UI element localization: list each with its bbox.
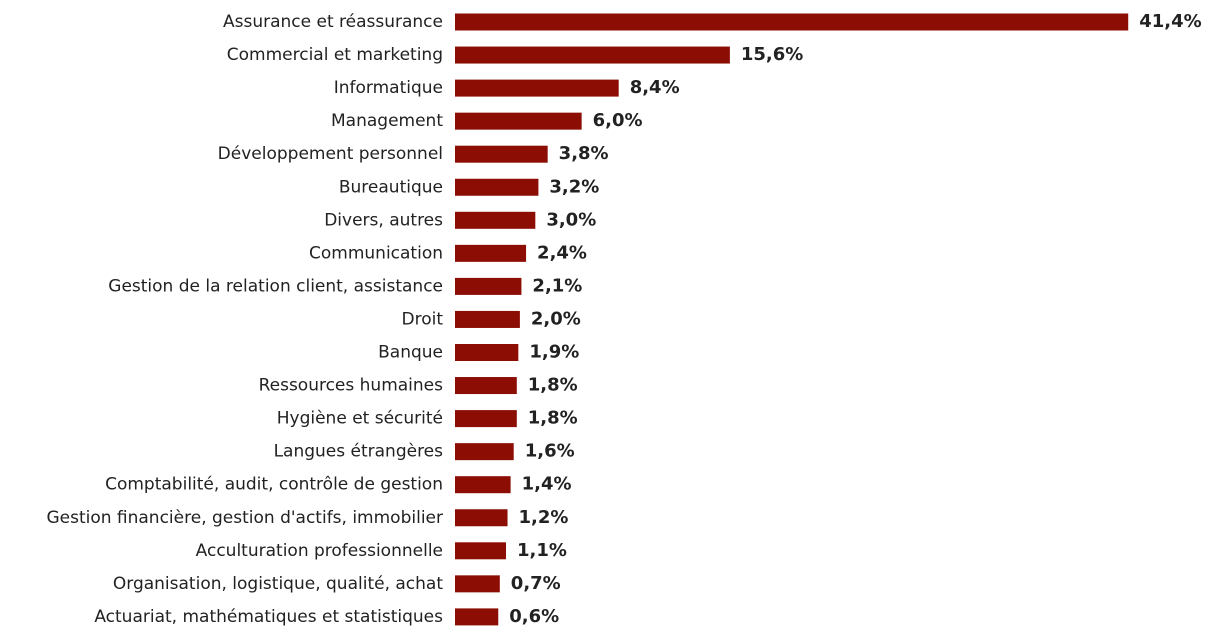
category-label: Langues étrangères	[274, 442, 444, 462]
bar	[455, 575, 500, 593]
value-label: 2,1%	[532, 275, 582, 296]
bar	[455, 377, 517, 395]
bar	[455, 608, 499, 626]
category-label: Management	[331, 111, 443, 131]
value-label: 1,1%	[517, 540, 567, 561]
bar	[455, 46, 730, 64]
category-label: Organisation, logistique, qualité, achat	[113, 574, 443, 594]
bar	[455, 112, 582, 130]
category-label: Acculturation professionnelle	[196, 541, 443, 561]
value-label: 41,4%	[1139, 11, 1201, 32]
bar	[455, 509, 508, 527]
value-label: 1,8%	[528, 408, 578, 429]
bar	[455, 443, 514, 461]
value-label: 0,7%	[511, 573, 561, 594]
value-label: 2,4%	[537, 242, 587, 263]
category-label: Informatique	[334, 78, 443, 98]
category-label: Divers, autres	[324, 210, 443, 230]
category-label: Développement personnel	[218, 144, 443, 164]
bar	[455, 277, 522, 295]
category-label: Gestion de la relation client, assistanc…	[108, 276, 443, 296]
value-label: 3,0%	[546, 209, 596, 230]
value-label: 1,4%	[522, 474, 572, 495]
category-label: Comptabilité, audit, contrôle de gestion	[105, 475, 443, 495]
bar	[455, 410, 517, 428]
value-label: 1,9%	[529, 342, 579, 363]
value-label: 1,8%	[528, 375, 578, 396]
bar	[455, 211, 536, 229]
category-label: Assurance et réassurance	[223, 12, 443, 32]
value-label: 8,4%	[630, 77, 680, 98]
category-label: Banque	[378, 343, 443, 363]
category-label: Ressources humaines	[259, 376, 444, 396]
bar	[455, 542, 506, 560]
category-label: Gestion financière, gestion d'actifs, im…	[46, 508, 443, 528]
value-label: 6,0%	[593, 110, 643, 131]
value-label: 3,2%	[549, 176, 599, 197]
value-label: 15,6%	[741, 44, 803, 65]
bar	[455, 344, 519, 361]
bar	[455, 310, 520, 328]
category-label: Droit	[402, 309, 444, 329]
bar	[455, 13, 1129, 31]
bar	[455, 79, 619, 97]
value-label: 2,0%	[531, 308, 581, 329]
value-label: 0,6%	[509, 606, 559, 627]
category-label: Actuariat, mathématiques et statistiques	[94, 607, 443, 627]
bar	[455, 476, 511, 494]
bar	[455, 244, 527, 262]
category-label: Communication	[309, 243, 443, 263]
category-label: Hygiène et sécurité	[277, 409, 443, 429]
category-label: Commercial et marketing	[227, 45, 443, 65]
value-label: 3,8%	[559, 143, 609, 164]
value-label: 1,2%	[519, 507, 569, 528]
bar	[455, 145, 548, 163]
value-label: 1,6%	[525, 441, 575, 462]
category-label: Bureautique	[339, 177, 443, 197]
bar	[455, 178, 539, 196]
